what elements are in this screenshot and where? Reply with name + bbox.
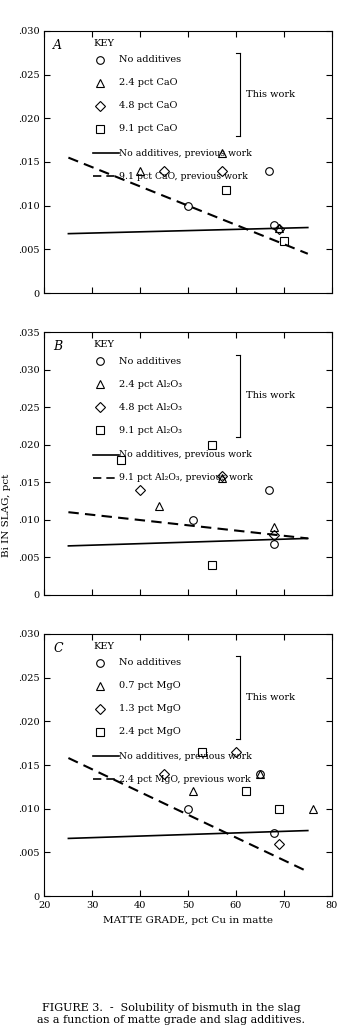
Text: 4.8 pct Al₂O₃: 4.8 pct Al₂O₃ [119,403,182,412]
Text: 1.3 pct MgO: 1.3 pct MgO [119,705,181,714]
Text: 9.1 pct Al₂O₃, previous work: 9.1 pct Al₂O₃, previous work [119,474,253,482]
Text: 4.8 pct CaO: 4.8 pct CaO [119,101,177,110]
Text: A: A [53,39,62,52]
Text: C: C [53,642,63,655]
Text: 9.1 pct Al₂O₃: 9.1 pct Al₂O₃ [119,426,182,435]
Text: 2.4 pct Al₂O₃: 2.4 pct Al₂O₃ [119,380,182,388]
Text: No additives: No additives [119,658,181,667]
Text: No additives, previous work: No additives, previous work [119,752,252,761]
Text: FIGURE 3.  -  Solubility of bismuth in the slag
as a function of matte grade and: FIGURE 3. - Solubility of bismuth in the… [37,1003,305,1025]
Text: This work: This work [246,693,294,701]
Text: B: B [53,340,62,353]
Text: No additives, previous work: No additives, previous work [119,450,252,459]
Text: No additives, previous work: No additives, previous work [119,149,252,158]
Text: This work: This work [246,90,294,99]
Text: No additives: No additives [119,56,181,64]
Text: Bi IN SLAG, pct: Bi IN SLAG, pct [2,474,11,556]
Text: 0.7 pct MgO: 0.7 pct MgO [119,681,181,690]
Text: 2.4 pct MgO: 2.4 pct MgO [119,727,181,736]
X-axis label: MATTE GRADE, pct Cu in matte: MATTE GRADE, pct Cu in matte [103,916,273,925]
Text: KEY: KEY [93,642,114,651]
Text: This work: This work [246,391,294,401]
Text: 9.1 pct CaO, previous work: 9.1 pct CaO, previous work [119,172,248,181]
Text: 2.4 pct MgO, previous work: 2.4 pct MgO, previous work [119,775,251,784]
Text: KEY: KEY [93,39,114,47]
Text: KEY: KEY [93,340,114,349]
Text: 9.1 pct CaO: 9.1 pct CaO [119,125,177,134]
Text: No additives: No additives [119,356,181,366]
Text: 2.4 pct CaO: 2.4 pct CaO [119,78,177,88]
